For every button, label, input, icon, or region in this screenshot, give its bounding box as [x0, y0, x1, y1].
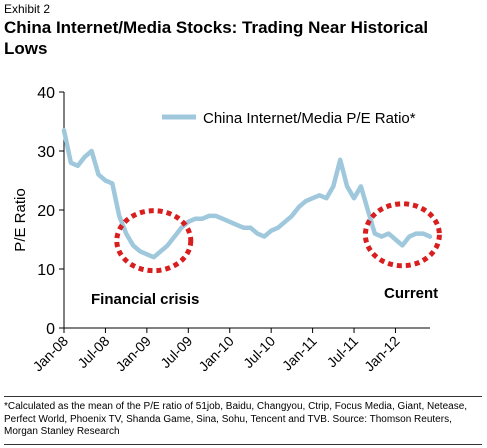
y-tick-label: 30	[37, 144, 55, 161]
y-axis: 0 10 20 30 40 P/E Ratio	[12, 85, 65, 338]
x-axis: Jan-08 Jul-08 Jan-09 Jul-09 Jan-10 Jul-10 Jan-…	[30, 327, 430, 375]
x-tick-label: Jan-08	[30, 333, 72, 375]
y-tick-label: 40	[37, 85, 55, 102]
y-axis-label: P/E Ratio	[12, 188, 29, 251]
bottom-divider	[4, 444, 482, 445]
x-tick-label: Jan-11	[279, 333, 320, 374]
y-tick-label: 10	[37, 262, 55, 279]
y-tick-label: 20	[37, 203, 55, 220]
annotation-label: Current	[384, 285, 438, 302]
highlight-circle	[114, 208, 194, 274]
x-tick-label: Jul-09	[157, 333, 195, 371]
annotations: Financial crisis Current	[91, 201, 442, 308]
x-tick-label: Jan-09	[112, 333, 154, 375]
highlight-circle	[362, 201, 442, 269]
x-tick-label: Jan-10	[195, 333, 237, 375]
series-group	[61, 128, 433, 260]
x-tick-label: Jan-12	[361, 333, 403, 375]
chart-title: China Internet/Media Stocks: Trading Nea…	[4, 18, 429, 58]
series-line	[61, 128, 433, 260]
legend-label: China Internet/Media P/E Ratio*	[203, 110, 416, 127]
exhibit-label: Exhibit 2	[4, 2, 51, 16]
x-tick-label: Jul-11	[324, 333, 362, 371]
y-tick-label: 0	[46, 321, 55, 338]
annotation-label: Financial crisis	[91, 291, 199, 308]
legend: China Internet/Media P/E Ratio*	[162, 110, 416, 127]
footnote-divider	[4, 396, 482, 397]
x-tick-label: Jul-10	[240, 333, 278, 371]
x-tick-label: Jul-08	[74, 333, 112, 371]
footnote: *Calculated as the mean of the P/E ratio…	[4, 401, 468, 437]
